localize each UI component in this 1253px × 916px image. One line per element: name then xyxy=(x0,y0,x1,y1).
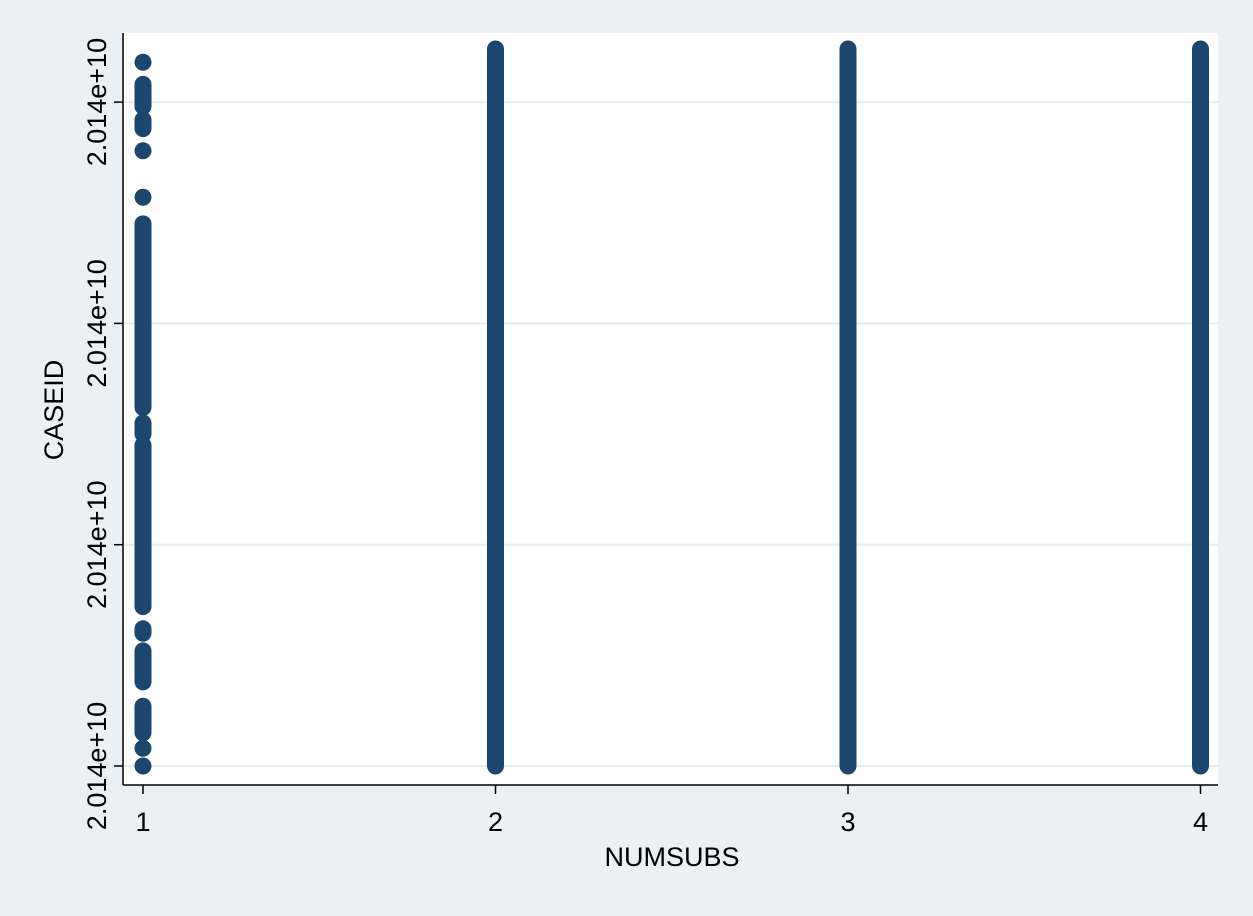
data-point-cluster xyxy=(1192,40,1209,775)
data-point-cluster xyxy=(134,436,152,616)
data-point-cluster xyxy=(134,642,152,691)
series-numsubs-4 xyxy=(1192,40,1209,775)
data-point-cluster xyxy=(134,75,152,116)
data-point-cluster xyxy=(134,620,152,642)
data-markers xyxy=(134,40,1209,775)
y-tick-label-0: 2.014e+10 xyxy=(82,702,112,830)
x-tick-label-0: 1 xyxy=(135,807,150,837)
x-tick-label-2: 3 xyxy=(840,807,855,837)
data-point-cluster xyxy=(134,215,152,416)
series-numsubs-2 xyxy=(487,40,504,775)
y-axis-title: CASEID xyxy=(39,360,69,461)
x-ticks: 1 2 3 4 xyxy=(135,785,1208,837)
data-point xyxy=(134,739,152,757)
y-tick-label-2: 2.014e+10 xyxy=(82,259,112,387)
data-point xyxy=(134,53,152,71)
x-axis-title: NUMSUBS xyxy=(604,842,739,872)
data-point xyxy=(134,142,152,160)
plot-background xyxy=(123,33,1218,785)
data-point-cluster xyxy=(134,414,152,443)
y-ticks: 2.014e+10 2.014e+10 2.014e+10 2.014e+10 xyxy=(82,38,123,830)
x-tick-label-3: 4 xyxy=(1193,807,1208,837)
gridlines xyxy=(124,101,1218,767)
data-point-cluster xyxy=(839,40,857,775)
series-numsubs-3 xyxy=(839,40,857,775)
data-point-cluster xyxy=(134,697,152,742)
series-numsubs-1 xyxy=(134,53,152,775)
data-point xyxy=(134,757,152,775)
y-tick-label-3: 2.014e+10 xyxy=(82,38,112,166)
data-point-cluster xyxy=(134,111,152,138)
x-tick-label-1: 2 xyxy=(488,807,503,837)
axes xyxy=(122,33,1218,786)
data-point xyxy=(134,188,152,206)
y-tick-label-1: 2.014e+10 xyxy=(82,481,112,609)
data-point-cluster xyxy=(487,40,504,775)
